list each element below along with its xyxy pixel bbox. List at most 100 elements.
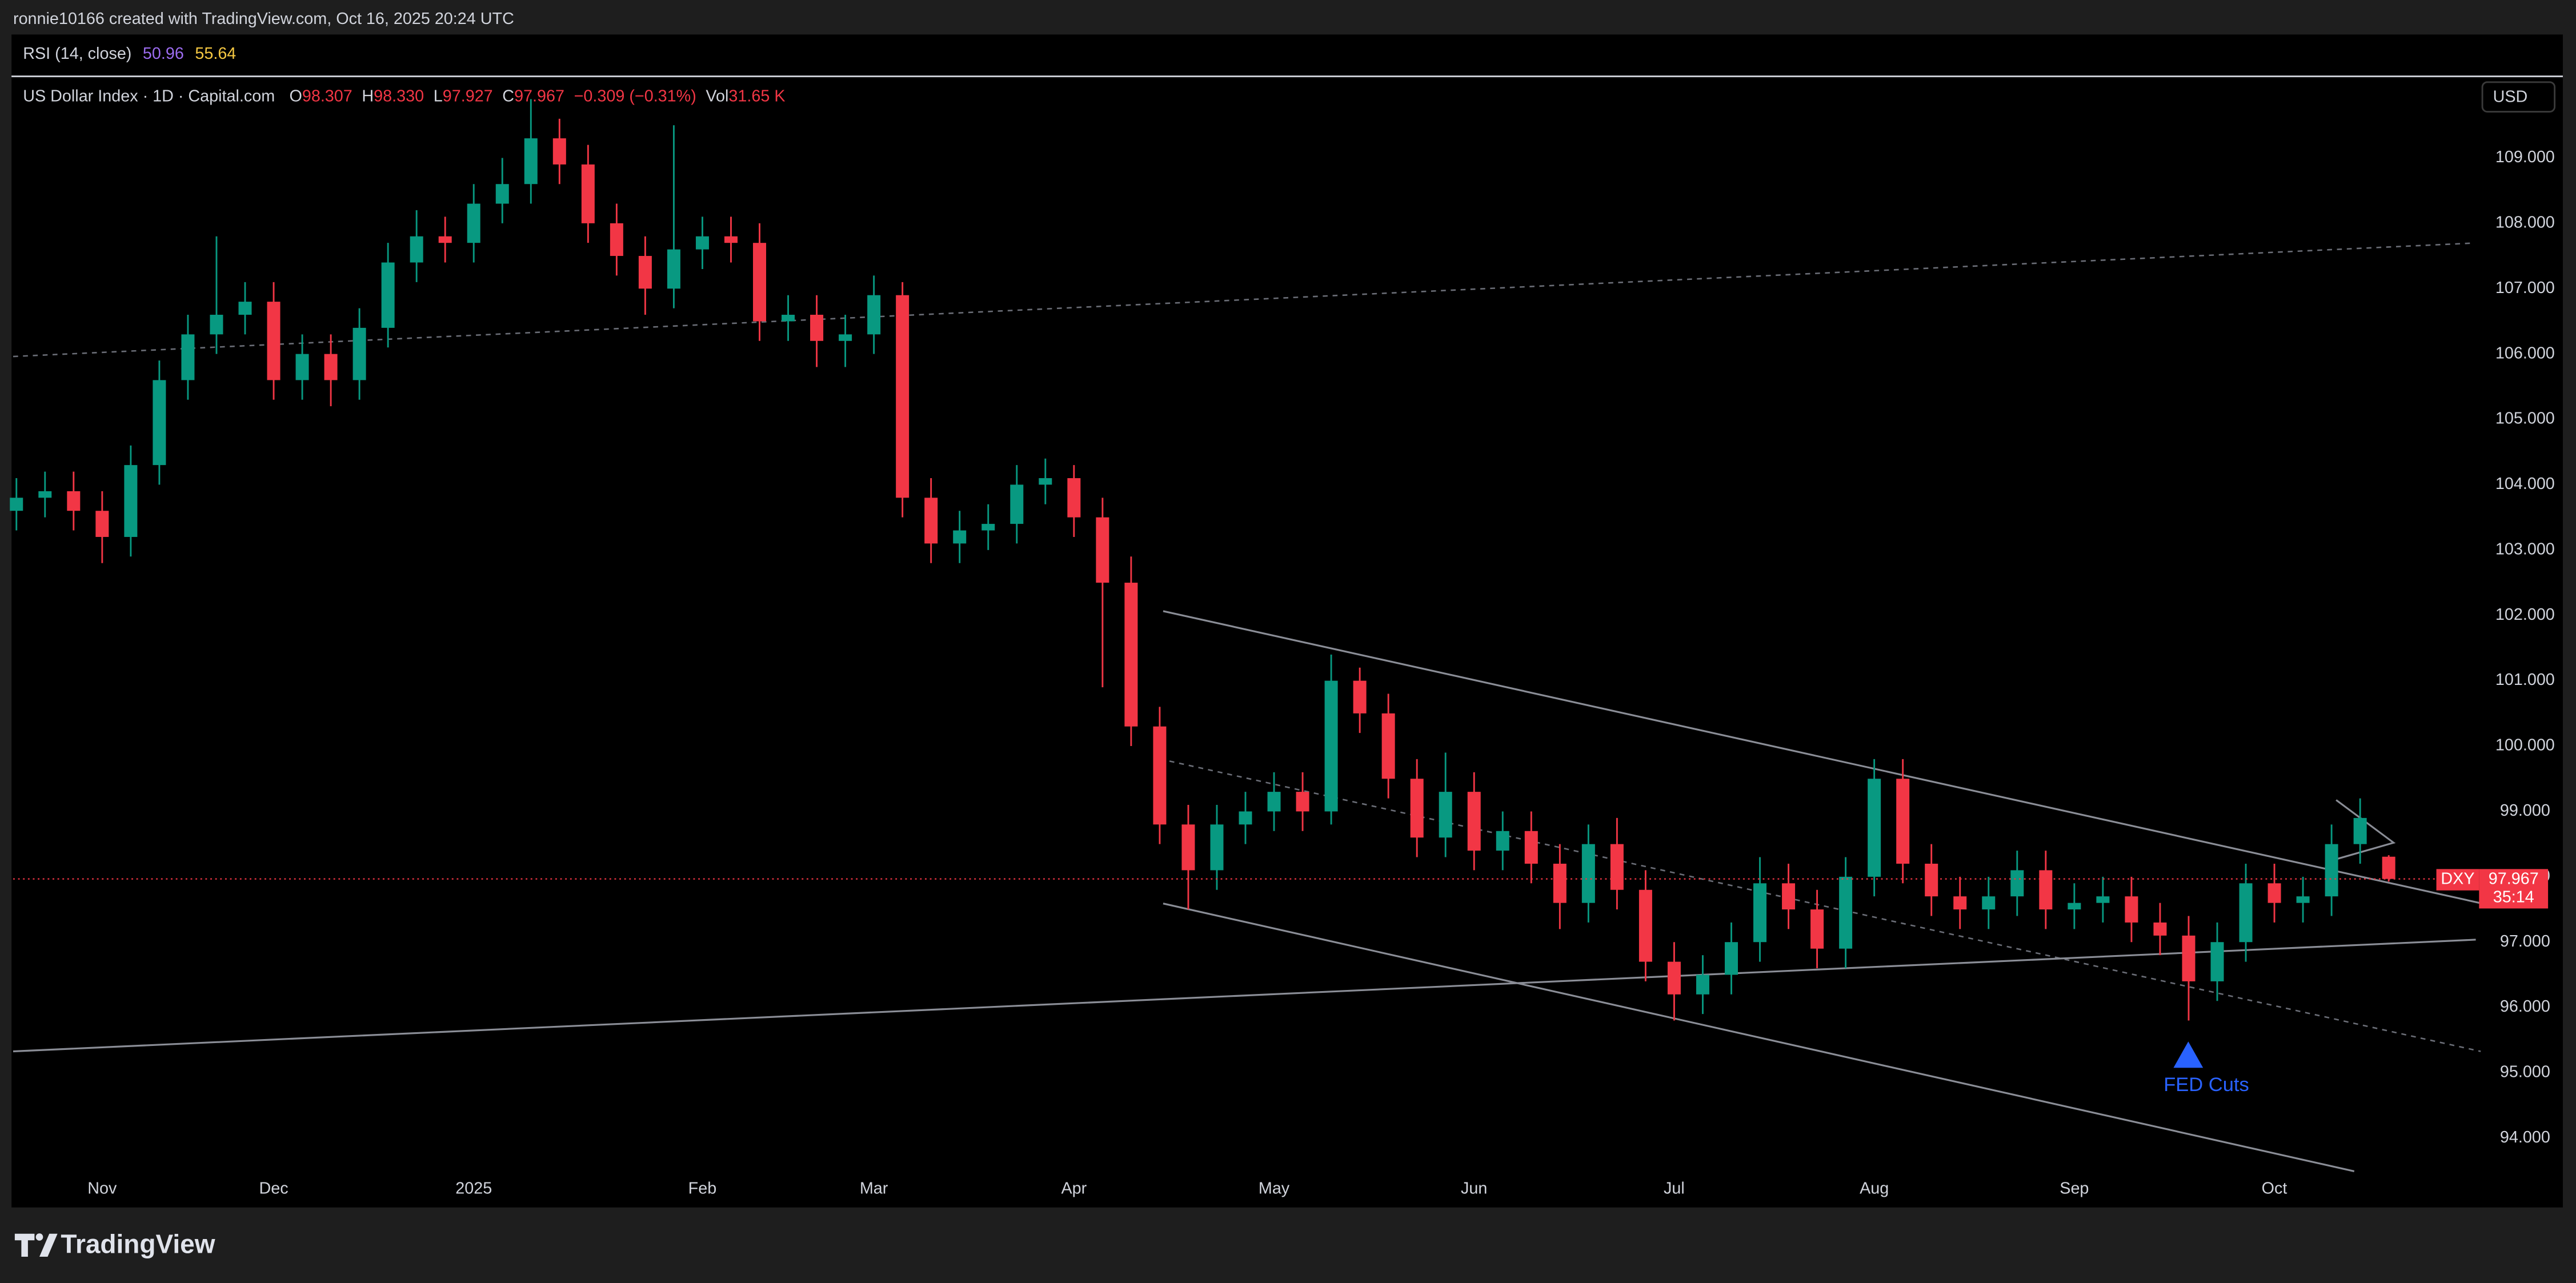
- candle-body: [1239, 811, 1252, 825]
- rsi-legend: RSI (14, close) 50.96 55.64: [23, 44, 236, 62]
- y-tick-label: 100.000: [2495, 736, 2555, 755]
- legend-key: Vol: [706, 87, 728, 105]
- y-tick-label: 107.000: [2495, 279, 2555, 297]
- countdown-label: 35:14: [2493, 888, 2534, 906]
- legend-key: O: [289, 87, 302, 105]
- brand-logo-dot: [35, 1233, 43, 1241]
- rsi-value: 50.96: [143, 44, 184, 62]
- candle-body: [2039, 870, 2053, 910]
- y-tick-label: 105.000: [2495, 410, 2555, 428]
- candle-body: [2153, 922, 2167, 936]
- legend-value: 98.330: [374, 87, 424, 105]
- candle-body: [610, 223, 623, 256]
- candle-body: [10, 498, 23, 511]
- x-tick-label: Aug: [1860, 1180, 1889, 1198]
- x-tick-label: Sep: [2060, 1180, 2089, 1198]
- brand-logo: [14, 1233, 58, 1257]
- currency-label[interactable]: USD: [2493, 88, 2528, 106]
- candle-body: [1410, 779, 1424, 838]
- y-tick-label: 103.000: [2495, 540, 2555, 558]
- candle-body: [2353, 817, 2367, 844]
- y-tick-label: 106.000: [2495, 344, 2555, 362]
- candle-body: [1982, 896, 1996, 910]
- symbol-tag: [2436, 869, 2479, 891]
- candle-body: [896, 295, 910, 498]
- y-tick-label: 108.000: [2495, 213, 2555, 231]
- candle-body: [1868, 779, 1881, 877]
- triangle-pattern: [2335, 799, 2396, 860]
- trend-line: [13, 939, 2476, 1053]
- candle-body: [1124, 583, 1138, 727]
- trend-line: [1159, 758, 2481, 1052]
- candle-body: [1553, 863, 1567, 903]
- candle-body: [782, 315, 795, 322]
- x-tick-label: May: [1259, 1180, 1290, 1198]
- candle-body: [1353, 680, 1367, 713]
- y-tick-label: 109.000: [2495, 148, 2555, 166]
- legend-change: −0.309 (−0.31%): [574, 87, 696, 105]
- candle-body: [2182, 935, 2196, 981]
- candle-body: [267, 302, 281, 380]
- candle-body: [1638, 889, 1652, 962]
- symbol-label: DXY: [2441, 870, 2474, 888]
- candle-body: [753, 243, 767, 322]
- last-price-label: 97.967: [2489, 870, 2539, 888]
- candle-body: [1610, 844, 1624, 890]
- candle-body: [2382, 856, 2395, 879]
- candle-body: [67, 491, 81, 511]
- y-tick-label: 97.000: [2500, 932, 2550, 951]
- candle-body: [1667, 961, 1681, 995]
- candle-body: [1210, 824, 1224, 871]
- candle-body: [1296, 792, 1309, 812]
- candle-body: [1524, 831, 1538, 864]
- candle-body: [667, 249, 680, 289]
- candle-body: [1896, 779, 1910, 864]
- x-tick-label: Oct: [2262, 1180, 2287, 1198]
- candle-body: [2325, 844, 2338, 897]
- plot: 94.00095.00096.00097.00098.00099.000100.…: [10, 99, 2555, 1198]
- legend-value: 97.927: [443, 87, 493, 105]
- x-tick-label: Nov: [87, 1180, 117, 1198]
- chart-panel: [11, 34, 2563, 1208]
- trend-line: [13, 242, 2473, 358]
- trend-line: [1163, 903, 2355, 1172]
- candle-body: [524, 138, 538, 185]
- candle-body: [181, 334, 195, 380]
- candle-body: [1753, 883, 1767, 943]
- candle-body: [1381, 713, 1395, 779]
- y-tick-label: 95.000: [2500, 1063, 2550, 1081]
- candle-body: [324, 354, 338, 380]
- legend-key: L: [434, 87, 443, 105]
- candle-body: [1953, 896, 1967, 910]
- y-tick-label: 96.000: [2500, 997, 2550, 1016]
- candle-body: [2125, 896, 2138, 923]
- x-tick-label: Jul: [1664, 1180, 1685, 1198]
- candle-body: [410, 236, 423, 263]
- rsi-value: 55.64: [195, 44, 236, 62]
- candle-body: [1839, 876, 1853, 949]
- x-tick-label: Feb: [688, 1180, 717, 1198]
- annotation: FED Cuts: [2164, 1074, 2249, 1096]
- x-tick-label: Apr: [1061, 1180, 1087, 1198]
- currency-button[interactable]: [2481, 81, 2556, 113]
- candle-body: [295, 354, 309, 380]
- candle-body: [352, 327, 366, 380]
- x-tick-label: Dec: [259, 1180, 288, 1198]
- candle-body: [124, 465, 138, 537]
- price-tag: [2479, 869, 2549, 909]
- brand-name: TradingView: [61, 1229, 215, 1258]
- y-tick-label: 99.000: [2500, 801, 2550, 820]
- candle-body: [581, 164, 595, 223]
- y-tick-label: 104.000: [2495, 475, 2555, 493]
- candle-body: [2210, 942, 2224, 981]
- candle-body: [1467, 792, 1481, 851]
- y-tick-label: 101.000: [2495, 671, 2555, 689]
- candle-body: [552, 138, 566, 165]
- candle-body: [1010, 484, 1024, 524]
- candle-body: [438, 236, 452, 243]
- candle-body: [467, 203, 480, 243]
- candle-body: [153, 380, 166, 466]
- candle-body: [1925, 863, 1938, 897]
